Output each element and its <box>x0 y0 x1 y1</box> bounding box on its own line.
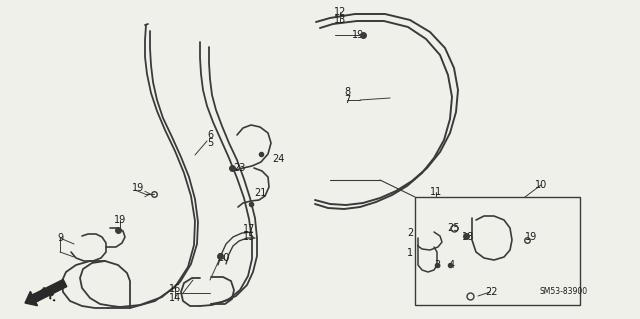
Text: 13: 13 <box>334 15 346 25</box>
Text: 20: 20 <box>217 253 229 263</box>
Text: 1: 1 <box>407 248 413 258</box>
FancyArrow shape <box>25 279 67 306</box>
Text: 22: 22 <box>486 287 499 297</box>
Text: 7: 7 <box>344 95 350 105</box>
Text: 4: 4 <box>449 260 455 270</box>
Text: 11: 11 <box>430 187 442 197</box>
Text: 19: 19 <box>132 183 144 193</box>
Text: 25: 25 <box>448 223 460 233</box>
Text: 10: 10 <box>535 180 547 190</box>
Text: SM53-83900: SM53-83900 <box>540 286 588 295</box>
Text: 5: 5 <box>207 138 213 148</box>
Text: 3: 3 <box>434 260 440 270</box>
Text: 23: 23 <box>233 163 245 173</box>
Text: 14: 14 <box>169 293 181 303</box>
Text: 8: 8 <box>344 87 350 97</box>
Text: 16: 16 <box>169 284 181 294</box>
Text: 19: 19 <box>114 215 126 225</box>
Text: 19: 19 <box>525 232 537 242</box>
Text: 18: 18 <box>462 232 474 242</box>
Text: 21: 21 <box>254 188 266 198</box>
Text: 19: 19 <box>352 30 364 40</box>
Text: FR.: FR. <box>36 286 60 304</box>
Text: 12: 12 <box>334 7 346 17</box>
Text: 9: 9 <box>57 233 63 243</box>
Text: 24: 24 <box>272 154 284 164</box>
Text: 17: 17 <box>243 224 255 234</box>
Bar <box>415 197 580 305</box>
Text: 6: 6 <box>207 130 213 140</box>
Text: 2: 2 <box>407 228 413 238</box>
Text: 15: 15 <box>243 232 255 242</box>
